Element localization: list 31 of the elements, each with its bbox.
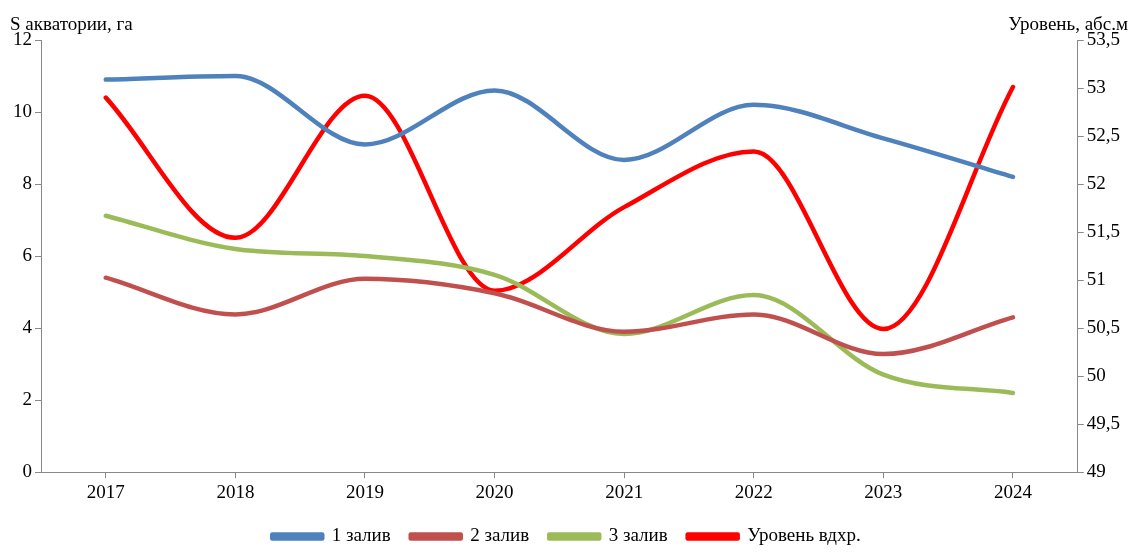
legend-label: Уровень вдхр. (747, 524, 861, 546)
y2-tick-label: 53 (1086, 76, 1106, 98)
y2-tick-label: 50 (1086, 364, 1106, 386)
legend-label: 3 залив (608, 524, 668, 546)
x-tick-label: 2018 (216, 480, 255, 502)
x-tick-label: 2017 (86, 480, 125, 502)
y-tick-label: 4 (22, 316, 33, 338)
legend-label: 1 залив (331, 524, 391, 546)
y2-tick-label: 49,5 (1086, 412, 1120, 434)
y-tick-label: 8 (22, 172, 32, 194)
y2-tick-label: 49 (1086, 460, 1106, 482)
y2-tick-label: 52 (1086, 172, 1106, 194)
y-tick-label: 2 (22, 388, 32, 410)
x-tick-label: 2024 (993, 480, 1033, 502)
y2-tick-label: 51 (1086, 268, 1106, 290)
line-series (103, 275, 1016, 357)
x-tick-label: 2021 (605, 480, 644, 502)
y-tick-label: 6 (22, 244, 32, 266)
y-tick-label: 10 (13, 100, 32, 122)
y-tick-label: 0 (22, 460, 32, 482)
x-tick-label: 2019 (345, 480, 384, 502)
legend-label: 2 залив (470, 524, 530, 546)
line-series (103, 213, 1016, 396)
line-series (103, 84, 1016, 332)
x-tick-label: 2020 (475, 480, 514, 502)
line-series (103, 73, 1016, 180)
y2-tick-label: 52,5 (1086, 124, 1120, 146)
y2-tick-label: 51,5 (1086, 220, 1120, 242)
x-tick-label: 2023 (864, 480, 903, 502)
y2-tick-label: 50,5 (1086, 316, 1120, 338)
x-tick-label: 2022 (734, 480, 773, 502)
